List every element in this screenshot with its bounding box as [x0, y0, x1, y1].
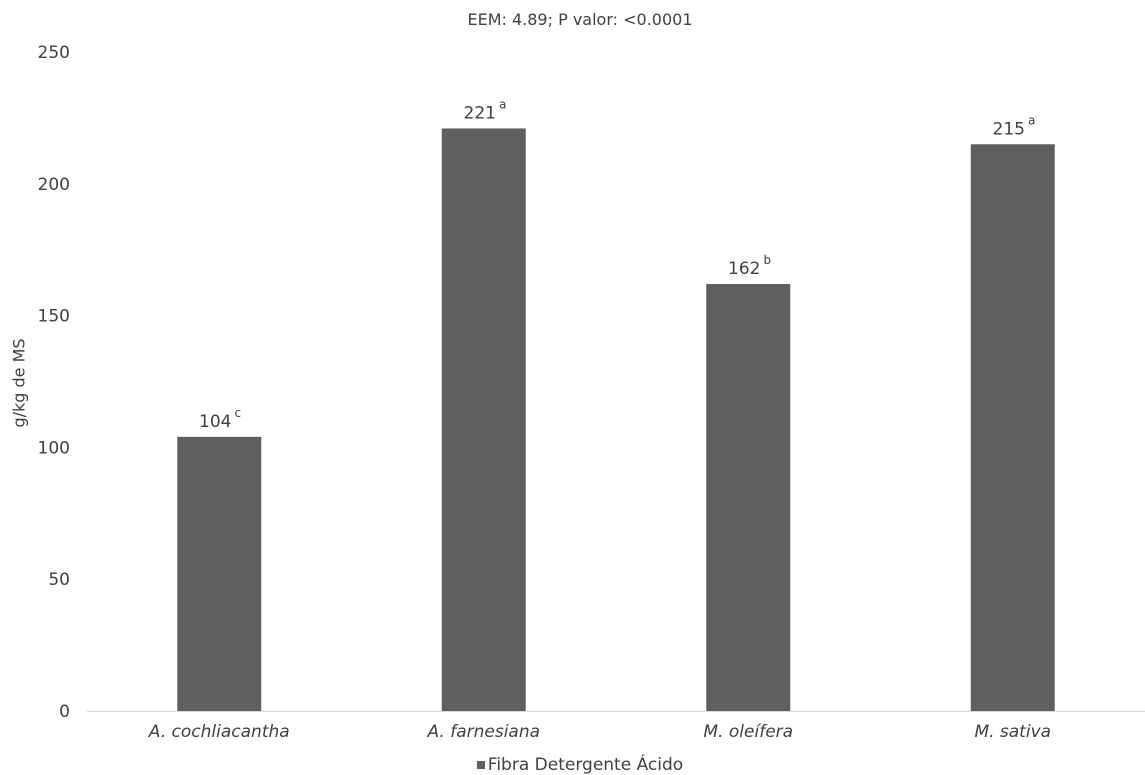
legend-swatch [476, 761, 485, 769]
y-tick-label: 50 [48, 570, 70, 590]
data-label: 162 [728, 259, 760, 279]
bar [441, 128, 526, 712]
x-category-label: M. sativa [974, 722, 1051, 742]
chart-legend: Fibra Detergente Ácido [0, 755, 1145, 775]
x-category-label: A. farnesiana [426, 722, 540, 742]
significance-letter: c [234, 406, 241, 420]
y-tick-label: 100 [38, 438, 70, 458]
significance-letter: a [499, 97, 506, 111]
significance-letter: a [1028, 113, 1035, 127]
y-tick-label: 150 [38, 307, 70, 327]
chart-subtitle: EEM: 4.89; P valor: <0.0001 [467, 10, 693, 29]
data-label: 215 [993, 119, 1025, 139]
bar [706, 283, 791, 711]
x-category-label: A. cochliacantha [148, 722, 290, 742]
bar [177, 436, 262, 711]
data-label: 104 [199, 412, 231, 432]
legend-label: Fibra Detergente Ácido [487, 755, 684, 775]
significance-letter: b [763, 253, 771, 267]
data-label: 221 [464, 103, 496, 123]
x-category-label: M. oleífera [703, 722, 793, 742]
y-tick-label: 250 [38, 43, 70, 63]
y-tick-label: 0 [59, 702, 70, 722]
y-tick-label: 200 [38, 175, 70, 195]
bar [970, 144, 1055, 711]
